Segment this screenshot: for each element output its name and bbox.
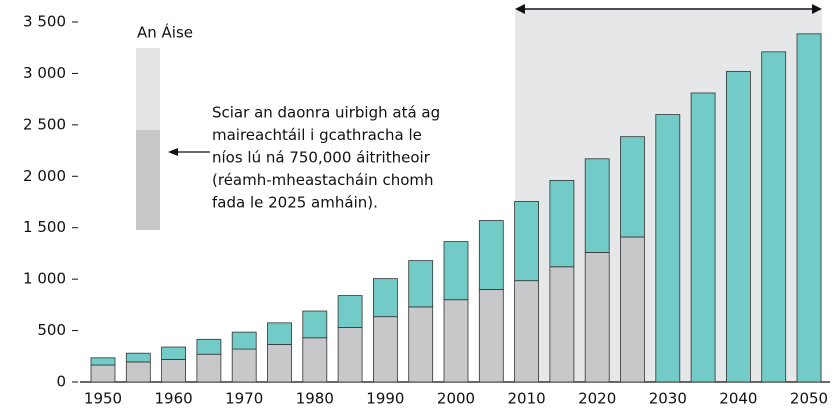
bar-segment xyxy=(690,92,716,383)
bar-segment xyxy=(231,331,257,350)
x-tick-label: 2000 xyxy=(437,390,475,408)
annotation-line: fada le 2025 amháin). xyxy=(212,194,378,212)
y-tick-label: 0 xyxy=(56,373,66,391)
bar-segment xyxy=(337,295,363,328)
bar-segment xyxy=(514,280,539,383)
bar-segment xyxy=(726,70,751,383)
bar-segment xyxy=(478,220,504,290)
bar-segment xyxy=(161,346,187,360)
y-tick-label: 1 000 xyxy=(23,270,66,288)
bar-segment xyxy=(478,289,504,383)
bar-segment xyxy=(125,361,151,383)
y-tick-label: 3 000 xyxy=(23,64,66,82)
legend-arrow xyxy=(168,148,210,156)
bar-segment xyxy=(549,266,575,383)
bar-segment xyxy=(443,241,469,301)
bar-segment xyxy=(584,251,610,383)
bar-segment xyxy=(549,179,575,268)
bar-segment xyxy=(302,337,328,383)
annotation-line: (réamh-mheastacháin chomh xyxy=(212,171,434,189)
plot: 0 500 1 000 1 500 2 000 2 500 3 000 3 500 1950 19… xyxy=(23,13,830,408)
bar-segment xyxy=(302,310,328,339)
y-tick-label: 500 xyxy=(37,321,66,339)
y-tick-label: 2 000 xyxy=(23,167,66,185)
bar-segment xyxy=(231,348,257,383)
bar-segment xyxy=(655,114,681,383)
bar-segment xyxy=(408,260,434,308)
bar-segment xyxy=(408,306,434,383)
x-tick-label: 1960 xyxy=(155,390,193,408)
projection-arrow xyxy=(515,4,822,14)
bar-segment xyxy=(196,338,222,355)
annotation-line: níos lú ná 750,000 áitritheoir xyxy=(212,149,431,167)
legend-swatch-dark xyxy=(136,130,160,230)
bar-segment xyxy=(161,358,187,383)
y-tick-label: 1 500 xyxy=(23,218,66,236)
x-tick-label: 1990 xyxy=(366,390,404,408)
bar-segment xyxy=(620,236,645,383)
bar-segment xyxy=(443,299,469,383)
x-tick-label: 2010 xyxy=(508,390,546,408)
bar-segment xyxy=(90,357,116,366)
x-tick-label: 2050 xyxy=(790,390,828,408)
bar-segment xyxy=(267,322,292,345)
bar-segment xyxy=(584,158,610,253)
x-tick-label: 1970 xyxy=(225,390,263,408)
y-tick-label: 3 500 xyxy=(23,13,66,31)
annotation-line: Sciar an daonra uirbigh atá ag xyxy=(212,104,440,122)
x-tick-label: 2030 xyxy=(649,390,687,408)
annotation-line: maireachtáil i gcathracha le xyxy=(212,126,422,144)
bar-segment xyxy=(372,278,398,318)
x-tick-label: 1980 xyxy=(296,390,334,408)
bar-segment xyxy=(196,353,222,383)
bar-segment xyxy=(514,201,539,282)
x-tick-label: 2020 xyxy=(578,390,616,408)
x-tick-label: 2040 xyxy=(719,390,757,408)
annotation: Sciar an daonra uirbigh atá ag maireachtá… xyxy=(212,104,440,212)
y-tick-label: 2 500 xyxy=(23,115,66,133)
bar-segment xyxy=(337,327,363,383)
bar-segment xyxy=(620,136,645,238)
bar-segment xyxy=(796,33,822,383)
x-tick-label: 1950 xyxy=(84,390,122,408)
bar-segment xyxy=(125,352,151,363)
bar-segment xyxy=(267,344,292,383)
legend-title: An Áise xyxy=(137,23,193,42)
bar-segment xyxy=(761,51,787,383)
legend-swatch-light xyxy=(136,48,160,130)
bar-segment xyxy=(372,316,398,383)
bar-segment xyxy=(90,364,116,383)
